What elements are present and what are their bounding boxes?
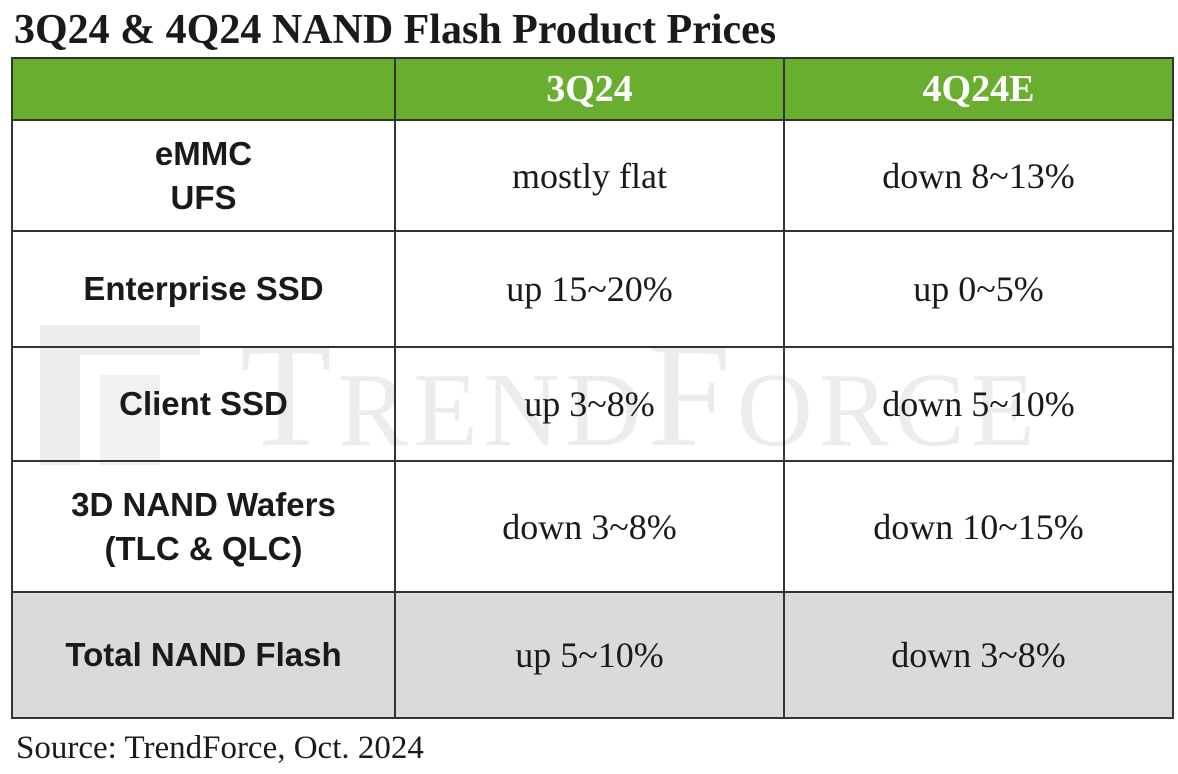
row-label-line: 3D NAND Wafers bbox=[71, 485, 336, 523]
row-label: eMMC UFS bbox=[11, 119, 396, 232]
cell-4q24e: down 8~13% bbox=[783, 119, 1174, 232]
table-row: Client SSD up 3~8% down 5~10% bbox=[11, 346, 1174, 462]
column-header-empty bbox=[11, 57, 396, 121]
table-row-total: Total NAND Flash up 5~10% down 3~8% bbox=[11, 591, 1174, 719]
cell-4q24e: up 0~5% bbox=[783, 230, 1174, 348]
cell-4q24e: down 10~15% bbox=[783, 460, 1174, 593]
row-label-line: (TLC & QLC) bbox=[104, 529, 303, 567]
cell-3q24: up 5~10% bbox=[394, 591, 785, 719]
source-note: Source: TrendForce, Oct. 2024 bbox=[16, 730, 424, 766]
row-label-line: UFS bbox=[170, 178, 237, 216]
table-row: eMMC UFS mostly flat down 8~13% bbox=[11, 119, 1174, 232]
price-table: 3Q24 4Q24E eMMC UFS mostly flat down 8~1… bbox=[11, 57, 1174, 719]
row-label-line: eMMC bbox=[154, 134, 253, 172]
row-label-line: Total NAND Flash bbox=[65, 636, 342, 673]
table-row: 3D NAND Wafers (TLC & QLC) down 3~8% dow… bbox=[11, 460, 1174, 593]
table-row: Enterprise SSD up 15~20% up 0~5% bbox=[11, 230, 1174, 348]
page-title: 3Q24 & 4Q24 NAND Flash Product Prices bbox=[14, 7, 777, 53]
cell-3q24: up 3~8% bbox=[394, 346, 785, 462]
row-label: Enterprise SSD bbox=[11, 230, 396, 348]
cell-4q24e: down 3~8% bbox=[783, 591, 1174, 719]
cell-3q24: up 15~20% bbox=[394, 230, 785, 348]
row-label: Client SSD bbox=[11, 346, 396, 462]
column-header-4q24e: 4Q24E bbox=[783, 57, 1174, 121]
row-label: Total NAND Flash bbox=[11, 591, 396, 719]
row-label-line: Enterprise SSD bbox=[83, 270, 324, 307]
cell-4q24e: down 5~10% bbox=[783, 346, 1174, 462]
row-label-line: Client SSD bbox=[119, 385, 288, 422]
column-header-3q24: 3Q24 bbox=[394, 57, 785, 121]
cell-3q24: down 3~8% bbox=[394, 460, 785, 593]
row-label: 3D NAND Wafers (TLC & QLC) bbox=[11, 460, 396, 593]
cell-3q24: mostly flat bbox=[394, 119, 785, 232]
table-header-row: 3Q24 4Q24E bbox=[11, 57, 1174, 121]
